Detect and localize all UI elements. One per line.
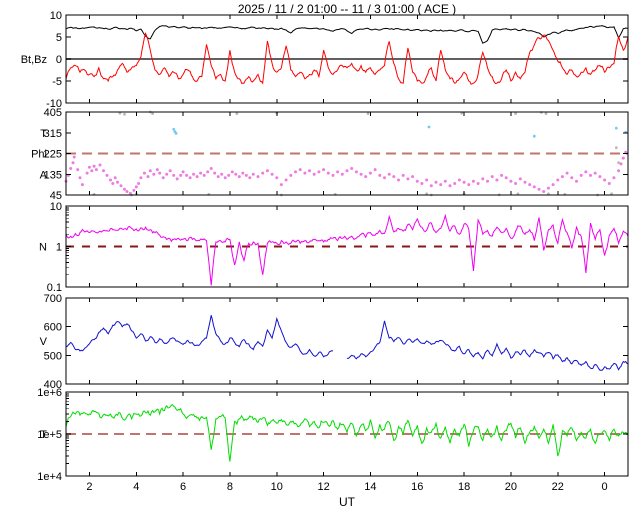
trace-T bbox=[65, 404, 629, 462]
panel-angles: 405 315 225 135 45 T Phi A bbox=[31, 107, 629, 202]
x-tick-label: 16 bbox=[411, 481, 423, 493]
y-tick-label: 600 bbox=[44, 322, 62, 334]
panel-speed: 700 600 500 400 V bbox=[40, 293, 629, 391]
y-tick-label: 10 bbox=[50, 201, 62, 213]
y-tick-label: -10 bbox=[46, 98, 62, 110]
x-tick-label: 12 bbox=[317, 481, 329, 493]
x-tick-label: 2 bbox=[86, 481, 92, 493]
x-tick-label: 22 bbox=[552, 481, 564, 493]
y-tick-label: 1e+6 bbox=[37, 387, 62, 399]
x-tick-label: 20 bbox=[505, 481, 517, 493]
y-tick-label: 315 bbox=[44, 128, 62, 140]
x-tick-label: 8 bbox=[227, 481, 233, 493]
y-tick-label: 400 bbox=[44, 379, 62, 391]
panel-label-Phi: Phi bbox=[31, 149, 47, 161]
y-tick-label: 0 bbox=[56, 54, 62, 66]
trace-V bbox=[65, 315, 629, 371]
x-axis-label: UT bbox=[339, 495, 356, 509]
panel-label-V: V bbox=[40, 336, 48, 348]
dots-secondary bbox=[172, 125, 628, 138]
x-tick-label: 0 bbox=[602, 481, 608, 493]
trace-N bbox=[65, 213, 629, 286]
y-tick-label: 700 bbox=[44, 293, 62, 305]
x-tick-label: 18 bbox=[458, 481, 470, 493]
panel-label-N: N bbox=[39, 242, 47, 254]
y-tick-label: 0.1 bbox=[47, 282, 62, 294]
x-tick-label: 4 bbox=[133, 481, 139, 493]
panel-label-A: A bbox=[40, 169, 48, 181]
y-tick-label: 5 bbox=[56, 32, 62, 44]
panel-label-T: T bbox=[40, 429, 47, 441]
y-tick-label: 225 bbox=[44, 149, 62, 161]
panel-density: 10 1 0.1 N bbox=[39, 201, 629, 294]
chart-title: 2025 / 11 / 2 01:00 -- 11 / 3 01:00 ( AC… bbox=[238, 2, 456, 16]
panel-label-T: T bbox=[40, 128, 47, 140]
x-tick-label: 6 bbox=[180, 481, 186, 493]
y-tick-label: 1e+4 bbox=[37, 471, 62, 483]
plot-panels: 10 5 0 -5 -10 Bt,Bz 405 315 225 135 45 T Phi A 10 1 0.1 N… bbox=[21, 10, 629, 493]
dots-phi-angle bbox=[64, 150, 628, 195]
trace-Bz bbox=[65, 32, 629, 85]
y-tick-label: 1e+5 bbox=[37, 429, 62, 441]
panel-temperature: 1e+6 1e+5 1e+4 T bbox=[37, 387, 629, 483]
y-tick-label: 10 bbox=[50, 10, 62, 22]
y-tick-label: 45 bbox=[50, 190, 62, 202]
y-tick-label: 135 bbox=[44, 169, 62, 181]
y-tick-label: 405 bbox=[44, 107, 62, 119]
panel-bt-bz: 10 5 0 -5 -10 Bt,Bz bbox=[21, 10, 629, 110]
trace-Bt bbox=[65, 25, 628, 44]
panel-label-Bt,Bz: Bt,Bz bbox=[21, 54, 47, 66]
y-tick-label: -5 bbox=[52, 76, 62, 88]
x-tick-label: 14 bbox=[364, 481, 376, 493]
y-tick-label: 1 bbox=[56, 242, 62, 254]
y-tick-label: 500 bbox=[44, 350, 62, 362]
x-tick-label: 10 bbox=[271, 481, 283, 493]
